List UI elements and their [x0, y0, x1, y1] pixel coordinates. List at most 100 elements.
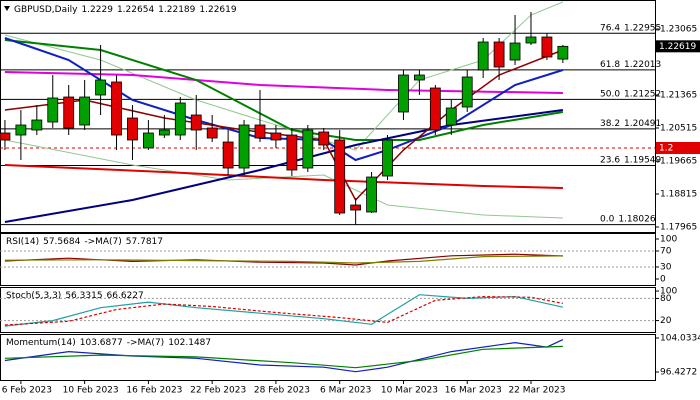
fib-price: 1.18026 [618, 214, 655, 224]
candle-body [254, 124, 266, 139]
candle-body [477, 41, 489, 71]
candle-body [63, 96, 75, 129]
y-tick-label: 1.20515 [660, 123, 697, 133]
candle-body [413, 74, 425, 81]
panel-ma-value: 102.1487 [168, 338, 211, 348]
fib-ratio: 23.6 [600, 155, 620, 165]
candle-body [0, 132, 11, 141]
level-marker [656, 141, 700, 154]
panel-label: RSI(14) [6, 237, 39, 247]
x-tick-label: 16 Feb 2023 [126, 386, 182, 396]
overlay-line [4, 139, 563, 219]
y-tick-label: 1.19665 [660, 156, 697, 166]
panel-frame [0, 287, 656, 333]
candle-body [174, 102, 186, 136]
title-part: 1.2229 [81, 5, 113, 15]
fib-label: 0.0 1.18026 [600, 214, 656, 224]
panel-label: Momentum(14) [6, 338, 76, 348]
y-tick-label: 0 [660, 275, 666, 285]
x-tick-label: 10 Feb 2023 [63, 386, 119, 396]
panel-title: Stoch(5,3,3) 56.3315 66.6227 [6, 291, 144, 301]
fib-label: 50.0 1.21252 [600, 89, 661, 99]
candle-body [350, 204, 362, 211]
candle-body [158, 129, 170, 136]
candle-body [493, 41, 505, 68]
panel-value: 103.6877 [80, 338, 123, 348]
indicator-line [4, 294, 564, 327]
fib-label: 76.4 1.22955 [600, 23, 661, 33]
fib-price: 1.22013 [624, 59, 661, 69]
x-tick-label: 6 Feb 2023 [2, 386, 52, 396]
candle-body [302, 129, 314, 169]
y-tick-label: 104.0334 [660, 334, 700, 344]
fib-label: 61.8 1.22013 [600, 59, 661, 69]
candle-body [238, 124, 250, 169]
y-tick-label: 30 [660, 263, 672, 273]
x-tick-label: 28 Feb 2023 [254, 386, 310, 396]
panel-frame [0, 233, 656, 286]
fib-label: 23.6 1.19549 [600, 155, 662, 165]
candle-body [525, 36, 537, 44]
panel-ma-label: ->MA(7) [127, 338, 164, 348]
candle-body [15, 124, 27, 136]
y-tick-label: 1.23065 [660, 25, 697, 35]
candle-body [509, 42, 521, 61]
y-tick-label: 100 [660, 287, 677, 297]
candle-body [429, 87, 441, 131]
fib-price: 1.22955 [624, 23, 661, 33]
y-tick-label: 1.17965 [660, 222, 697, 232]
title-part: 1.22189 [158, 5, 195, 15]
candle-body [318, 131, 330, 146]
y-tick-label: 70 [660, 247, 672, 257]
level-label: 1.2 [659, 143, 673, 153]
candle-body [557, 45, 569, 60]
panel-label: Stoch(5,3,3) [6, 291, 61, 301]
fib-ratio: 61.8 [600, 59, 620, 69]
candle-body [47, 97, 59, 123]
y-tick-label: 96.4272 [660, 368, 697, 378]
y-tick-label: 1.18815 [660, 189, 697, 199]
candle-body [190, 114, 202, 131]
overlay-line [4, 164, 563, 189]
last-price-marker [656, 40, 700, 53]
title-part: GBPUSD,Daily [14, 5, 78, 15]
y-tick-label: 80 [660, 294, 672, 304]
x-tick-label: 10 Mar 2023 [381, 386, 438, 396]
candle-body [445, 107, 457, 126]
candle-body [382, 139, 393, 177]
candle-body [286, 134, 298, 171]
indicator-line [4, 295, 564, 326]
y-tick-label: 1.21365 [660, 90, 697, 100]
main-frame [0, 0, 656, 233]
panel-title: RSI(14) 57.5684 ->MA(7) 57.7817 [6, 237, 163, 247]
x-tick-label: 16 Mar 2023 [445, 386, 502, 396]
candle-body [79, 96, 91, 126]
panel-title: Momentum(14) 103.6877 ->MA(7) 102.1487 [6, 338, 211, 348]
panel-ma-label: ->MA(7) [84, 237, 121, 247]
candle-body [31, 119, 43, 131]
title-part: 1.22654 [117, 5, 154, 15]
panel-ma-value: 66.6227 [107, 291, 144, 301]
chart-title: GBPUSD,Daily 1.2229 1.22654 1.22189 1.22619 [14, 5, 237, 15]
panel-value: 56.3315 [65, 291, 102, 301]
indicator-line [4, 255, 563, 264]
y-tick-label: 100 [660, 235, 677, 245]
candle-body [334, 139, 346, 214]
candle-body [461, 76, 473, 108]
candle-body [206, 127, 218, 139]
y-tick-label: 20 [660, 316, 672, 326]
title-part: 1.22619 [199, 5, 236, 15]
candle-body [366, 176, 377, 213]
candle-body [127, 117, 138, 141]
x-tick-label: 22 Mar 2023 [508, 386, 565, 396]
x-tick-label: 22 Feb 2023 [190, 386, 246, 396]
fib-ratio: 76.4 [600, 23, 620, 33]
fib-label: 38.2 1.20491 [600, 118, 661, 128]
fib-price: 1.19549 [624, 155, 661, 165]
candle-body [95, 79, 106, 96]
fib-ratio: 38.2 [600, 118, 620, 128]
panel-value: 57.5684 [43, 237, 80, 247]
last-price-label: 1.22619 [659, 42, 696, 52]
candle-body [143, 132, 154, 149]
